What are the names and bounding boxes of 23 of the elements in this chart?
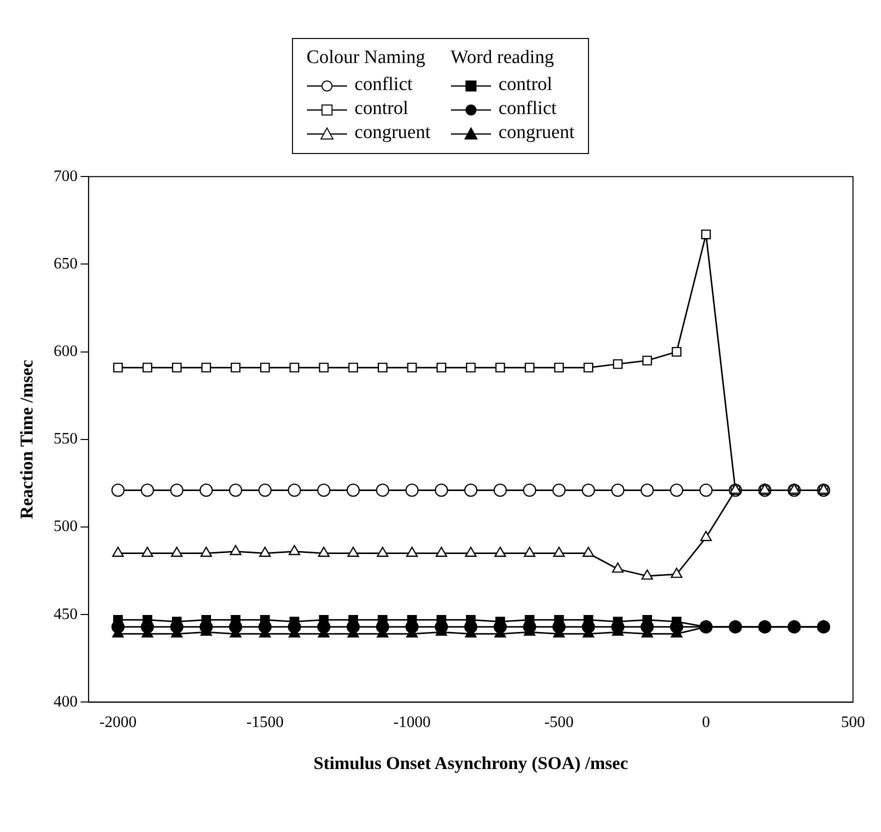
y-tick-label: 400 bbox=[54, 693, 78, 710]
legend-label: control bbox=[354, 97, 410, 121]
y-tick-label: 450 bbox=[54, 606, 78, 623]
legend-label: conflict bbox=[354, 73, 414, 97]
text: Colour Naming bbox=[306, 47, 426, 69]
x-axis-title: Stimulus Onset Asynchrony (SOA) /msec bbox=[313, 752, 628, 773]
x-tick-label: 500 bbox=[841, 714, 865, 732]
x-tick-label: -2000 bbox=[99, 714, 137, 732]
legend-label: congruent bbox=[354, 121, 430, 145]
y-tick-label: 550 bbox=[54, 430, 78, 448]
y-axis-title: Reaction Time /msec bbox=[16, 360, 36, 520]
legend-label: control bbox=[498, 73, 554, 97]
legend-label: conflict bbox=[498, 97, 558, 121]
y-tick-label: 700 bbox=[54, 168, 78, 185]
x-tick-label: -1000 bbox=[393, 714, 431, 732]
y-tick-label: 650 bbox=[54, 255, 78, 272]
legend-label: congruent bbox=[498, 121, 574, 145]
text: Word reading bbox=[450, 47, 555, 69]
y-tick-label: 600 bbox=[54, 343, 78, 360]
y-tick-label: 500 bbox=[54, 518, 78, 536]
x-tick-label: -1500 bbox=[246, 714, 284, 732]
x-tick-label: -500 bbox=[544, 714, 574, 732]
x-tick-label: 0 bbox=[702, 714, 710, 732]
